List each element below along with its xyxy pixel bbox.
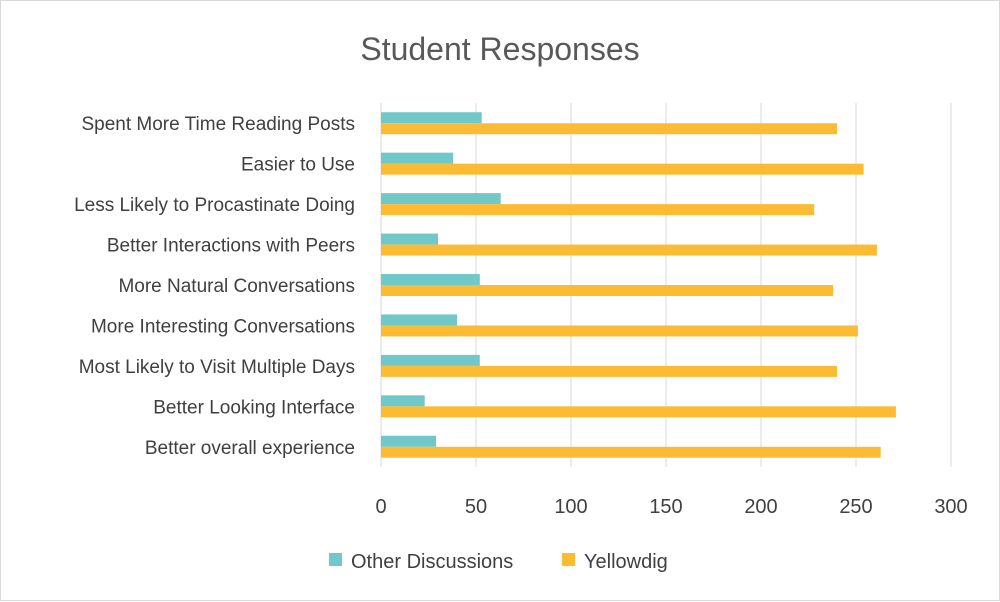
category-label: Most Likely to Visit Multiple Days	[79, 357, 355, 378]
legend-label-1: Other Discussions	[351, 551, 513, 573]
bar-other-discussions-6	[381, 314, 457, 326]
bar-yellowdig-2	[381, 163, 864, 175]
x-tick-label: 50	[465, 496, 487, 518]
category-label: More Natural Conversations	[118, 276, 355, 297]
x-tick-label: 100	[554, 496, 587, 518]
category-labels: Spent More Time Reading Posts Easier to U…	[74, 114, 355, 459]
bar-yellowdig-9	[381, 446, 881, 458]
bar-other-discussions-5	[381, 274, 480, 285]
chart-title: Student Responses	[360, 31, 639, 67]
category-label: Better overall experience	[145, 438, 355, 459]
bar-other-discussions-1	[381, 112, 482, 124]
bar-other-discussions-3	[381, 193, 501, 205]
bar-other-discussions-2	[381, 152, 454, 164]
legend: Other Discussions Yellowdig	[329, 551, 668, 573]
category-label: Less Likely to Procastinate Doing	[74, 195, 355, 216]
x-tick-label: 0	[375, 496, 386, 518]
bars	[381, 112, 896, 458]
legend-swatch-1	[329, 553, 342, 566]
category-label: More Interesting Conversations	[91, 316, 355, 337]
bar-other-discussions-7	[381, 354, 480, 366]
x-tick-labels: 0 50 100 150 200 250 300	[375, 496, 967, 518]
category-label: Better Interactions with Peers	[107, 236, 355, 257]
x-tick-label: 300	[934, 496, 967, 518]
bar-yellowdig-6	[381, 325, 858, 337]
bar-other-discussions-4	[381, 233, 438, 245]
bar-yellowdig-3	[381, 204, 815, 216]
bar-yellowdig-7	[381, 365, 837, 377]
category-label: Easier to Use	[241, 155, 355, 176]
x-tick-label: 250	[839, 496, 872, 518]
bar-yellowdig-4	[381, 244, 877, 256]
bar-other-discussions-8	[381, 395, 425, 407]
legend-swatch-2	[562, 553, 575, 566]
category-label: Better Looking Interface	[153, 397, 355, 418]
x-tick-label: 200	[744, 496, 777, 518]
bar-yellowdig-8	[381, 406, 896, 418]
category-label: Spent More Time Reading Posts	[81, 114, 355, 135]
bar-yellowdig-1	[381, 123, 837, 135]
x-tick-label: 150	[649, 496, 682, 518]
bar-other-discussions-9	[381, 435, 437, 447]
legend-label-2: Yellowdig	[584, 551, 668, 573]
bar-yellowdig-5	[381, 285, 834, 296]
